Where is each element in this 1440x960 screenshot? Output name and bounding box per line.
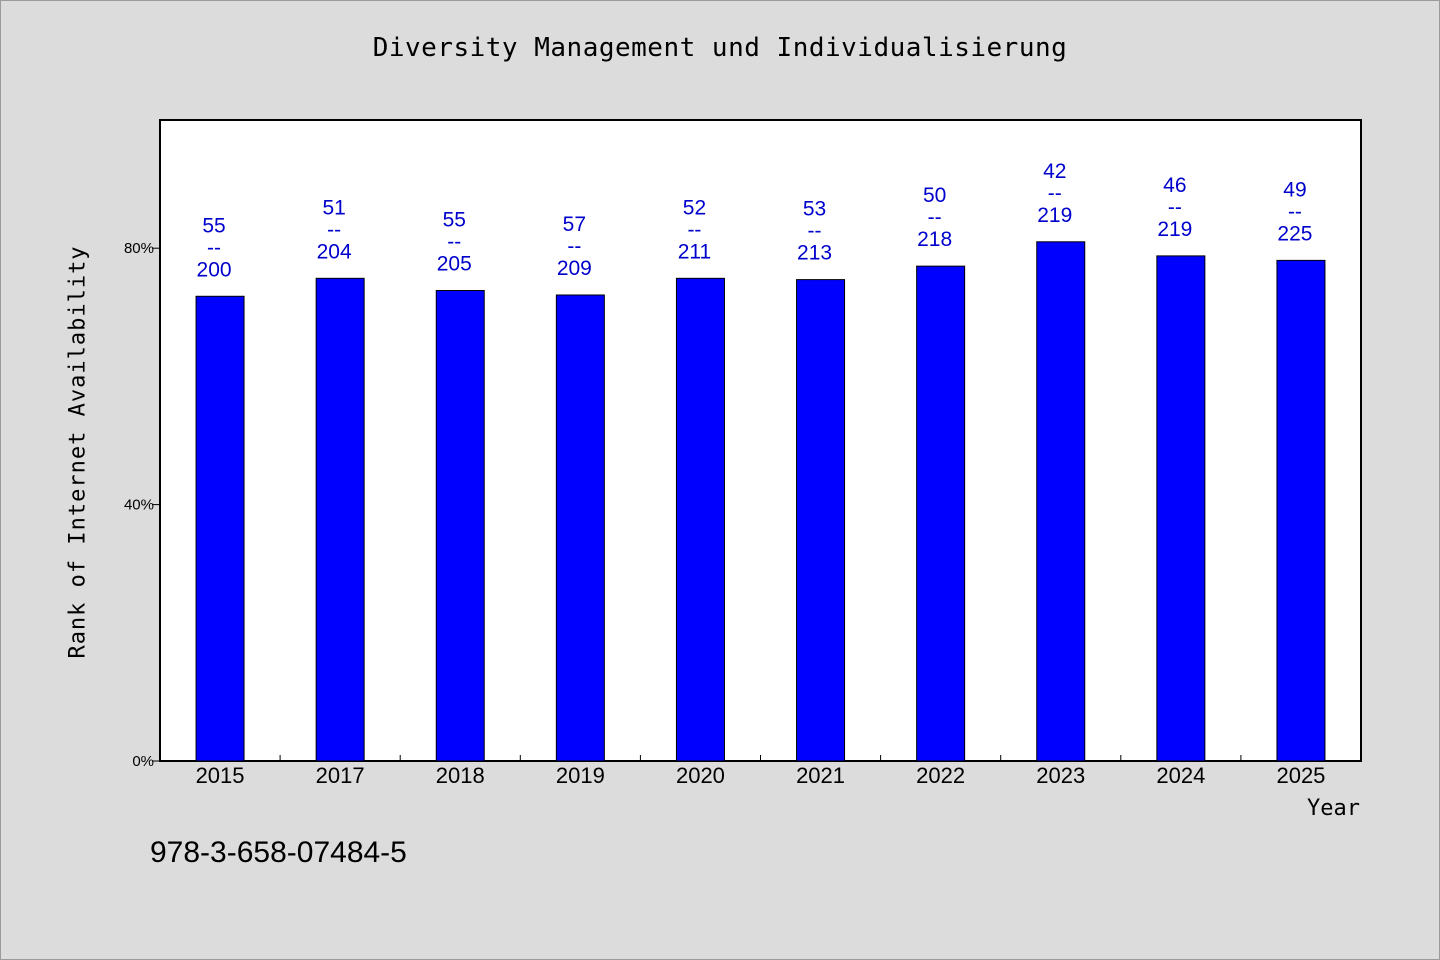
y-tick-label: 80% xyxy=(124,240,154,257)
data-label: 209 xyxy=(557,257,592,280)
x-tick-label: 2020 xyxy=(676,763,725,788)
data-label: -- xyxy=(447,231,461,254)
data-label: 55 xyxy=(443,209,466,232)
data-label: 42 xyxy=(1043,160,1066,183)
bar xyxy=(1156,255,1206,762)
isbn-footer: 978-3-658-07484-5 xyxy=(150,836,407,869)
data-label: 205 xyxy=(437,253,472,276)
bar xyxy=(916,265,966,762)
data-label: 213 xyxy=(797,242,832,265)
chart-title: Diversity Management und Individualisier… xyxy=(372,33,1068,63)
x-tick-label: 2022 xyxy=(916,763,965,788)
bar xyxy=(1276,259,1326,762)
bar xyxy=(675,277,725,762)
data-label: -- xyxy=(808,220,822,243)
data-label: -- xyxy=(1288,200,1302,223)
bar xyxy=(435,290,485,762)
bar xyxy=(195,295,245,762)
data-label: 53 xyxy=(803,198,826,221)
data-label: 55 xyxy=(202,214,225,237)
data-label: 51 xyxy=(322,196,345,219)
data-label: 50 xyxy=(923,184,946,207)
data-label: 200 xyxy=(197,258,232,281)
x-tick-label: 2017 xyxy=(316,763,365,788)
data-label: 52 xyxy=(683,196,706,219)
data-label: 49 xyxy=(1283,178,1306,201)
x-tick-label: 2019 xyxy=(556,763,605,788)
data-label: 204 xyxy=(317,240,352,263)
data-label: -- xyxy=(1168,196,1182,219)
data-label: 219 xyxy=(1157,218,1192,241)
data-label: -- xyxy=(928,206,942,229)
data-label: -- xyxy=(567,235,581,258)
data-label: 219 xyxy=(1037,204,1072,227)
bar xyxy=(1036,241,1086,762)
data-label: 57 xyxy=(563,213,586,236)
x-tick-label: 2018 xyxy=(436,763,485,788)
x-tick-label: 2023 xyxy=(1036,763,1085,788)
data-label: -- xyxy=(687,218,701,241)
data-label: 46 xyxy=(1163,174,1186,197)
x-tick-label: 2015 xyxy=(196,763,245,788)
x-tick-label: 2021 xyxy=(796,763,845,788)
bar xyxy=(315,277,365,762)
data-label: -- xyxy=(1048,182,1062,205)
data-label: 225 xyxy=(1277,222,1312,245)
bar xyxy=(796,279,846,762)
y-tick-label: 0% xyxy=(132,753,154,770)
x-tick-label: 2024 xyxy=(1156,763,1205,788)
data-label: 211 xyxy=(678,240,711,263)
bar xyxy=(555,294,605,762)
data-label: -- xyxy=(327,218,341,241)
x-tick-label: 2025 xyxy=(1276,763,1325,788)
x-axis-label: Year xyxy=(1307,796,1360,821)
data-label: 218 xyxy=(917,228,952,251)
data-label: -- xyxy=(207,236,221,259)
y-tick-label: 40% xyxy=(124,497,154,514)
